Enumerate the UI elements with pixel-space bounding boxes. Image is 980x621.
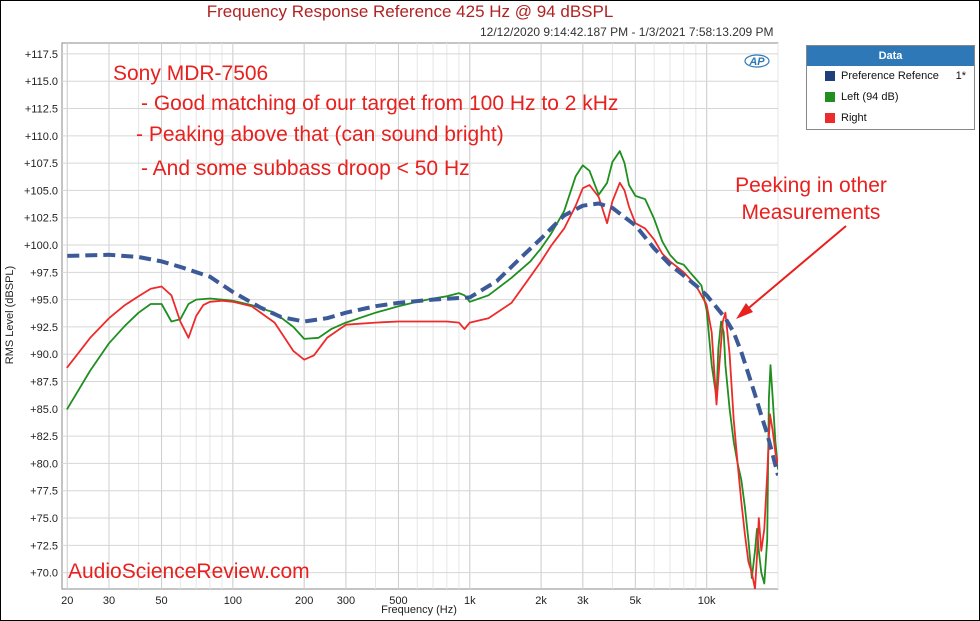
y-tick-label: +95.0: [30, 295, 58, 307]
legend-item-left: Left (94 dB): [807, 87, 974, 108]
ap-logo-text: AP: [748, 56, 765, 68]
annotation-arrow: [736, 225, 847, 319]
y-tick-label: +72.5: [30, 540, 58, 552]
y-tick-label: +70.0: [30, 568, 58, 580]
y-tick-label: +92.5: [30, 322, 58, 334]
series-lines: [66, 150, 778, 589]
x-axis-ticks: 20 30 50 100 200 300 500 1k 2k 3k 5k 10k: [61, 595, 716, 607]
annotation-peeking-2: Measurements: [742, 201, 881, 224]
y-tick-label: +82.5: [30, 431, 58, 443]
y-tick-label: +97.5: [30, 267, 58, 279]
annotation-model: Sony MDR-7506: [113, 62, 268, 85]
legend-label: Left (94 dB): [841, 91, 899, 103]
x-tick-label: 20: [61, 595, 73, 607]
y-tick-label: +102.5: [24, 213, 58, 225]
x-axis-label: Frequency (Hz): [381, 604, 457, 616]
annotation-peeking-1: Peeking in other: [735, 174, 887, 197]
ap-logo: AP: [744, 54, 770, 68]
series-line-preference-refence: [67, 201, 778, 476]
watermark: AudioScienceReview.com: [68, 560, 310, 583]
annotation-line-2: - Peaking above that (can sound bright): [136, 123, 504, 146]
y-tick-label: +85.0: [30, 404, 58, 416]
x-tick-label: 10k: [698, 595, 716, 607]
legend-swatch: [825, 113, 835, 123]
y-axis-label: RMS Level (dBSPL): [4, 266, 16, 364]
series-line-left-94-db: [66, 150, 778, 585]
y-tick-label: +117.5: [25, 49, 58, 61]
y-tick-label: +112.5: [25, 104, 58, 116]
x-tick-label: 100: [224, 595, 242, 607]
y-tick-label: +100.0: [24, 240, 58, 252]
legend-label: Right: [841, 112, 867, 124]
y-tick-label: +107.5: [24, 158, 58, 170]
legend-label: Preference Refence: [841, 70, 939, 82]
legend-flag: 1*: [955, 70, 966, 82]
y-tick-label: +110.0: [25, 131, 58, 143]
x-tick-label: 30: [103, 595, 115, 607]
legend-swatch: [825, 71, 835, 81]
legend-swatch: [825, 92, 835, 102]
y-tick-label: +80.0: [30, 458, 58, 470]
x-tick-label: 300: [337, 595, 355, 607]
y-tick-label: +105.0: [24, 185, 58, 197]
chart-subtitle: 12/12/2020 9:14:42.187 PM - 1/3/2021 7:5…: [480, 25, 774, 39]
x-tick-label: 3k: [577, 595, 589, 607]
chart-title: Frequency Response Reference 425 Hz @ 94…: [206, 2, 614, 21]
legend-item-right: Right: [807, 108, 974, 129]
x-tick-label: 1k: [464, 595, 476, 607]
grid-lines: [62, 43, 779, 589]
annotation-line-3: - And some subbass droop < 50 Hz: [141, 157, 470, 180]
y-tick-label: +87.5: [30, 377, 58, 389]
y-tick-label: +75.0: [30, 513, 58, 525]
x-tick-label: 2k: [535, 595, 547, 607]
x-tick-label: 200: [295, 595, 313, 607]
x-tick-label: 500: [389, 595, 407, 607]
y-tick-label: +77.5: [30, 486, 58, 498]
y-tick-label: +115.0: [25, 76, 58, 88]
x-tick-label: 5k: [630, 595, 642, 607]
legend-title: Data: [807, 46, 974, 66]
series-line-right: [66, 181, 778, 589]
x-tick-label: 50: [155, 595, 167, 607]
legend-item-preference: Preference Refence 1*: [807, 66, 974, 87]
y-tick-label: +90.0: [30, 349, 58, 361]
y-axis-ticks: +70.0 +72.5 +75.0 +77.5 +80.0 +82.5 +85.0 +87.5…: [24, 49, 58, 580]
annotation-line-1: - Good matching of our target from 100 H…: [141, 92, 618, 115]
legend: Data Preference Refence 1* Left (94 dB) …: [806, 45, 975, 130]
